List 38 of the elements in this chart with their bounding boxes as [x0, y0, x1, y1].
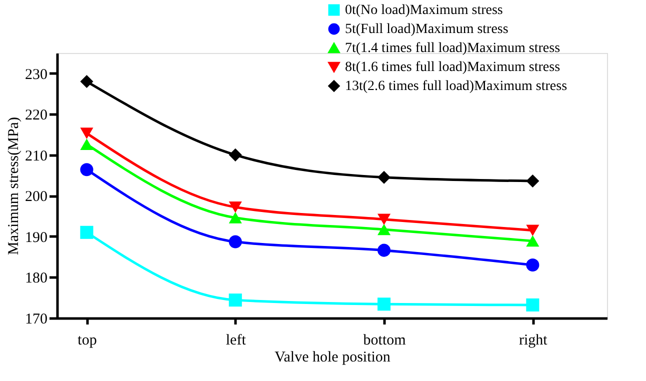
point	[378, 244, 391, 257]
x-tick-label: left	[226, 332, 247, 348]
point	[228, 235, 242, 248]
point	[80, 226, 94, 239]
legend-label: 5t(Full load)Maximum stress	[345, 22, 508, 37]
point	[526, 224, 540, 236]
y-tick-label: 230	[25, 66, 48, 83]
legend-label: 13t(2.6 times full load)Maximum stress	[345, 79, 568, 94]
point	[228, 212, 242, 224]
point	[228, 201, 242, 213]
point	[378, 298, 391, 311]
point	[526, 174, 540, 188]
y-tick-label: 220	[25, 108, 48, 124]
y-tick-label: 180	[25, 270, 48, 287]
x-tick-label: bottom	[363, 332, 406, 348]
point	[378, 224, 391, 236]
point	[80, 138, 94, 150]
y-tick-label: 200	[25, 189, 48, 206]
point	[80, 128, 94, 139]
legend-label: 7t(1.4 times full load)Maximum stress	[345, 41, 560, 56]
point	[526, 258, 540, 272]
x-tick-label: top	[78, 332, 97, 348]
x-tick-label: right	[519, 332, 548, 348]
point	[80, 75, 94, 88]
point	[80, 163, 94, 176]
point	[228, 294, 242, 307]
legend-label: 8t(1.6 times full load)Maximum stress	[345, 60, 560, 75]
legend-label: 0t(No load)Maximum stress	[345, 3, 503, 18]
point	[378, 170, 391, 184]
point	[526, 298, 540, 312]
point	[378, 214, 391, 225]
x-axis-title: Valve hole position	[274, 350, 391, 366]
y-axis-title: Maximum stress(MPa)	[6, 117, 22, 255]
y-tick-label: 210	[25, 148, 48, 164]
y-tick-label: 190	[25, 230, 48, 246]
point	[526, 235, 540, 247]
point	[228, 148, 242, 162]
y-tick-label: 170	[25, 312, 48, 328]
